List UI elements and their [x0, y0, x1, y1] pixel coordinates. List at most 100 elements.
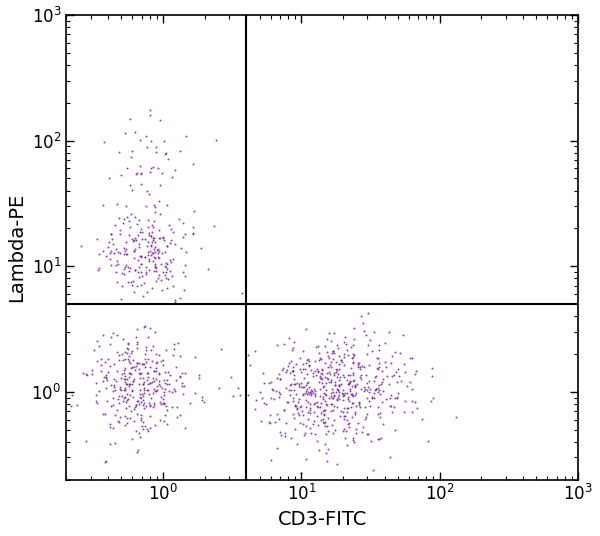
Point: [136, 228, 145, 236]
Point: [123, 355, 133, 364]
Point: [100, 358, 109, 367]
Point: [347, 382, 356, 391]
Point: [311, 371, 321, 379]
Point: [324, 353, 334, 362]
Point: [280, 429, 290, 437]
Point: [140, 363, 149, 371]
Point: [94, 387, 104, 396]
Point: [112, 366, 122, 375]
Point: [134, 263, 143, 271]
Point: [66, 402, 76, 411]
Point: [119, 270, 129, 278]
Point: [289, 414, 299, 423]
Point: [128, 235, 137, 243]
Point: [115, 383, 125, 392]
Point: [362, 378, 371, 387]
Point: [310, 416, 319, 425]
Point: [121, 392, 130, 401]
Point: [276, 431, 286, 440]
Point: [255, 388, 265, 397]
Point: [134, 396, 143, 405]
Point: [188, 160, 197, 168]
Point: [287, 346, 297, 354]
Point: [130, 244, 140, 253]
Point: [154, 271, 164, 280]
Point: [319, 393, 328, 401]
Point: [154, 164, 163, 173]
Point: [119, 386, 129, 394]
Point: [322, 457, 332, 465]
Point: [114, 213, 124, 222]
Point: [141, 202, 151, 210]
Point: [138, 380, 148, 389]
Point: [151, 350, 161, 359]
Point: [119, 369, 128, 378]
Point: [107, 235, 117, 243]
Point: [106, 230, 116, 239]
Point: [339, 338, 349, 347]
Point: [138, 396, 148, 404]
Point: [326, 377, 336, 386]
Point: [373, 365, 383, 374]
Point: [145, 398, 154, 407]
Point: [170, 166, 180, 175]
Point: [307, 389, 316, 398]
Point: [101, 457, 111, 465]
Point: [111, 244, 121, 253]
Point: [158, 234, 167, 242]
Point: [256, 416, 265, 425]
Point: [160, 150, 169, 159]
Point: [394, 364, 403, 373]
Point: [250, 405, 259, 413]
Point: [296, 468, 306, 477]
Point: [154, 197, 164, 206]
Point: [144, 265, 154, 274]
Point: [354, 398, 364, 407]
Point: [211, 136, 221, 145]
Point: [136, 369, 145, 377]
Point: [129, 247, 139, 255]
Point: [396, 377, 406, 385]
Point: [371, 384, 381, 393]
Point: [216, 345, 226, 353]
Point: [337, 407, 346, 415]
Point: [334, 392, 343, 401]
Point: [148, 162, 157, 171]
Point: [143, 216, 153, 225]
Point: [320, 341, 329, 350]
Point: [199, 397, 208, 406]
Point: [176, 147, 185, 155]
Point: [92, 399, 101, 407]
Point: [265, 378, 274, 387]
Point: [363, 309, 373, 317]
Point: [150, 386, 160, 395]
Point: [318, 395, 328, 404]
Point: [109, 375, 119, 384]
Point: [114, 148, 124, 157]
Point: [316, 409, 325, 418]
Point: [175, 293, 185, 302]
Point: [374, 381, 383, 389]
Point: [162, 201, 172, 210]
Point: [167, 388, 176, 396]
Point: [151, 143, 161, 152]
Point: [131, 128, 140, 137]
Point: [136, 414, 146, 422]
Point: [109, 380, 119, 389]
Point: [330, 381, 340, 389]
Point: [333, 370, 343, 378]
Point: [427, 364, 437, 373]
Point: [155, 382, 164, 390]
Point: [103, 376, 112, 384]
Point: [329, 390, 339, 399]
Point: [140, 252, 149, 261]
Point: [162, 265, 172, 273]
Point: [115, 249, 125, 258]
Point: [146, 163, 156, 172]
Point: [92, 357, 101, 366]
Point: [145, 111, 155, 120]
Point: [152, 386, 161, 394]
Point: [391, 368, 401, 376]
Point: [147, 221, 157, 229]
Point: [326, 376, 335, 384]
